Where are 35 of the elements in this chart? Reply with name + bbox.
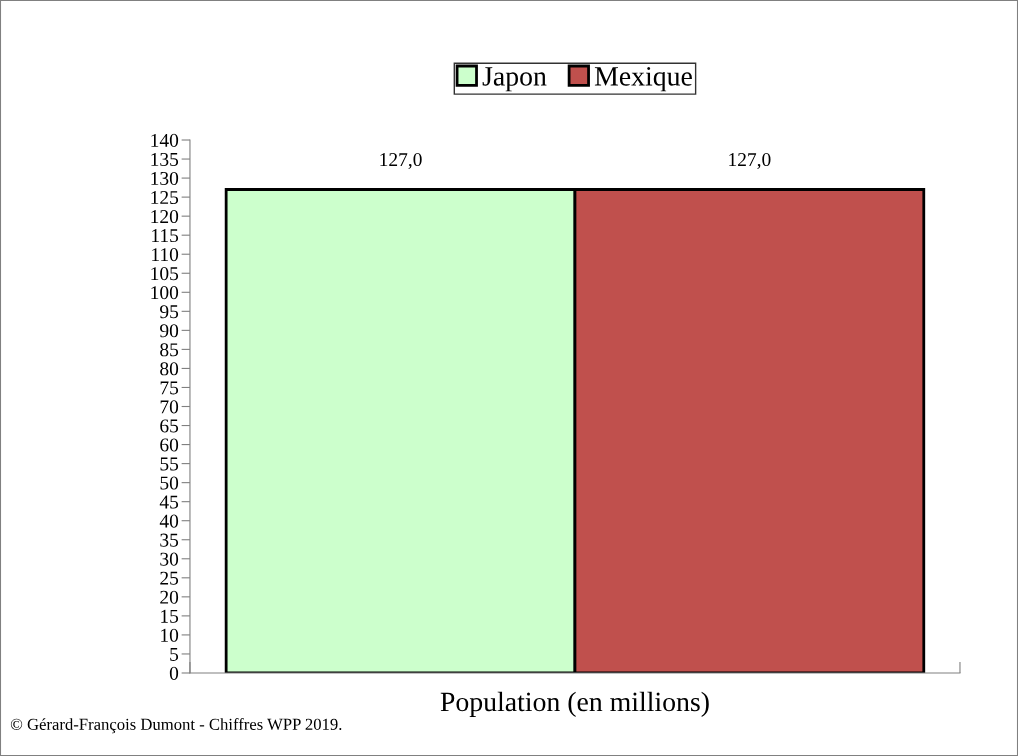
text: © Gérard-François Dumont - Chiffres WPP 2019. xyxy=(10,718,342,734)
data-label: 127,0 xyxy=(729,152,771,169)
y-tick-label: 95 xyxy=(160,305,179,319)
y-tick-label: 50 xyxy=(160,476,179,490)
y-tick-label: 30 xyxy=(160,552,179,566)
y-tick-label: 0 xyxy=(169,666,179,680)
y-tick-label: 40 xyxy=(159,514,179,528)
y-tick-label: 100 xyxy=(151,286,179,300)
y-tick-label: 45 xyxy=(159,495,179,509)
y-tick-label: 5 xyxy=(170,647,179,661)
y-tick-label: 120 xyxy=(151,209,179,224)
y-tick-label: 130 xyxy=(151,171,179,186)
y-tick-label: 115 xyxy=(152,229,179,243)
y-tick-label: 75 xyxy=(160,381,179,395)
y-tick-label: 135 xyxy=(151,152,179,166)
y-tick-label: 15 xyxy=(161,609,179,623)
y-tick-label: 140 xyxy=(151,133,179,147)
legend-label: Japon xyxy=(482,67,547,92)
y-tick-label: 80 xyxy=(160,362,179,376)
y-tick-label: 90 xyxy=(160,324,179,338)
y-tick-label: 125 xyxy=(151,190,179,205)
y-tick-label: 105 xyxy=(151,267,179,281)
x-axis-title: Population (en millions) xyxy=(440,691,709,717)
y-tick-label: 35 xyxy=(160,533,179,547)
y-tick-label: 65 xyxy=(160,419,179,433)
y-tick-label: 20 xyxy=(160,590,179,604)
y-tick-label: 60 xyxy=(160,438,179,452)
y-tick-label: 85 xyxy=(160,343,179,357)
y-tick-label: 25 xyxy=(160,571,179,585)
data-label: 127,0 xyxy=(380,152,422,169)
y-tick-label: 110 xyxy=(152,248,179,262)
y-tick-label: 70 xyxy=(160,400,179,414)
legend-label: Mexique xyxy=(594,67,692,92)
y-tick-label: 55 xyxy=(160,457,179,471)
y-tick-label: 10 xyxy=(161,628,179,642)
